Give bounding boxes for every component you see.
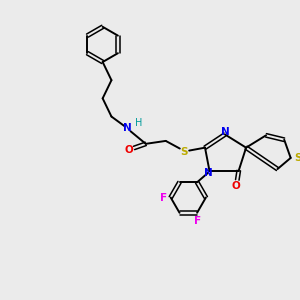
Text: H: H xyxy=(135,118,142,128)
Text: S: S xyxy=(294,153,300,163)
Text: O: O xyxy=(231,181,240,191)
Text: F: F xyxy=(194,216,201,226)
Text: F: F xyxy=(160,193,167,202)
Text: O: O xyxy=(124,145,133,155)
Text: N: N xyxy=(204,168,212,178)
Text: S: S xyxy=(180,147,188,157)
Text: N: N xyxy=(221,127,230,137)
Text: N: N xyxy=(123,123,132,133)
